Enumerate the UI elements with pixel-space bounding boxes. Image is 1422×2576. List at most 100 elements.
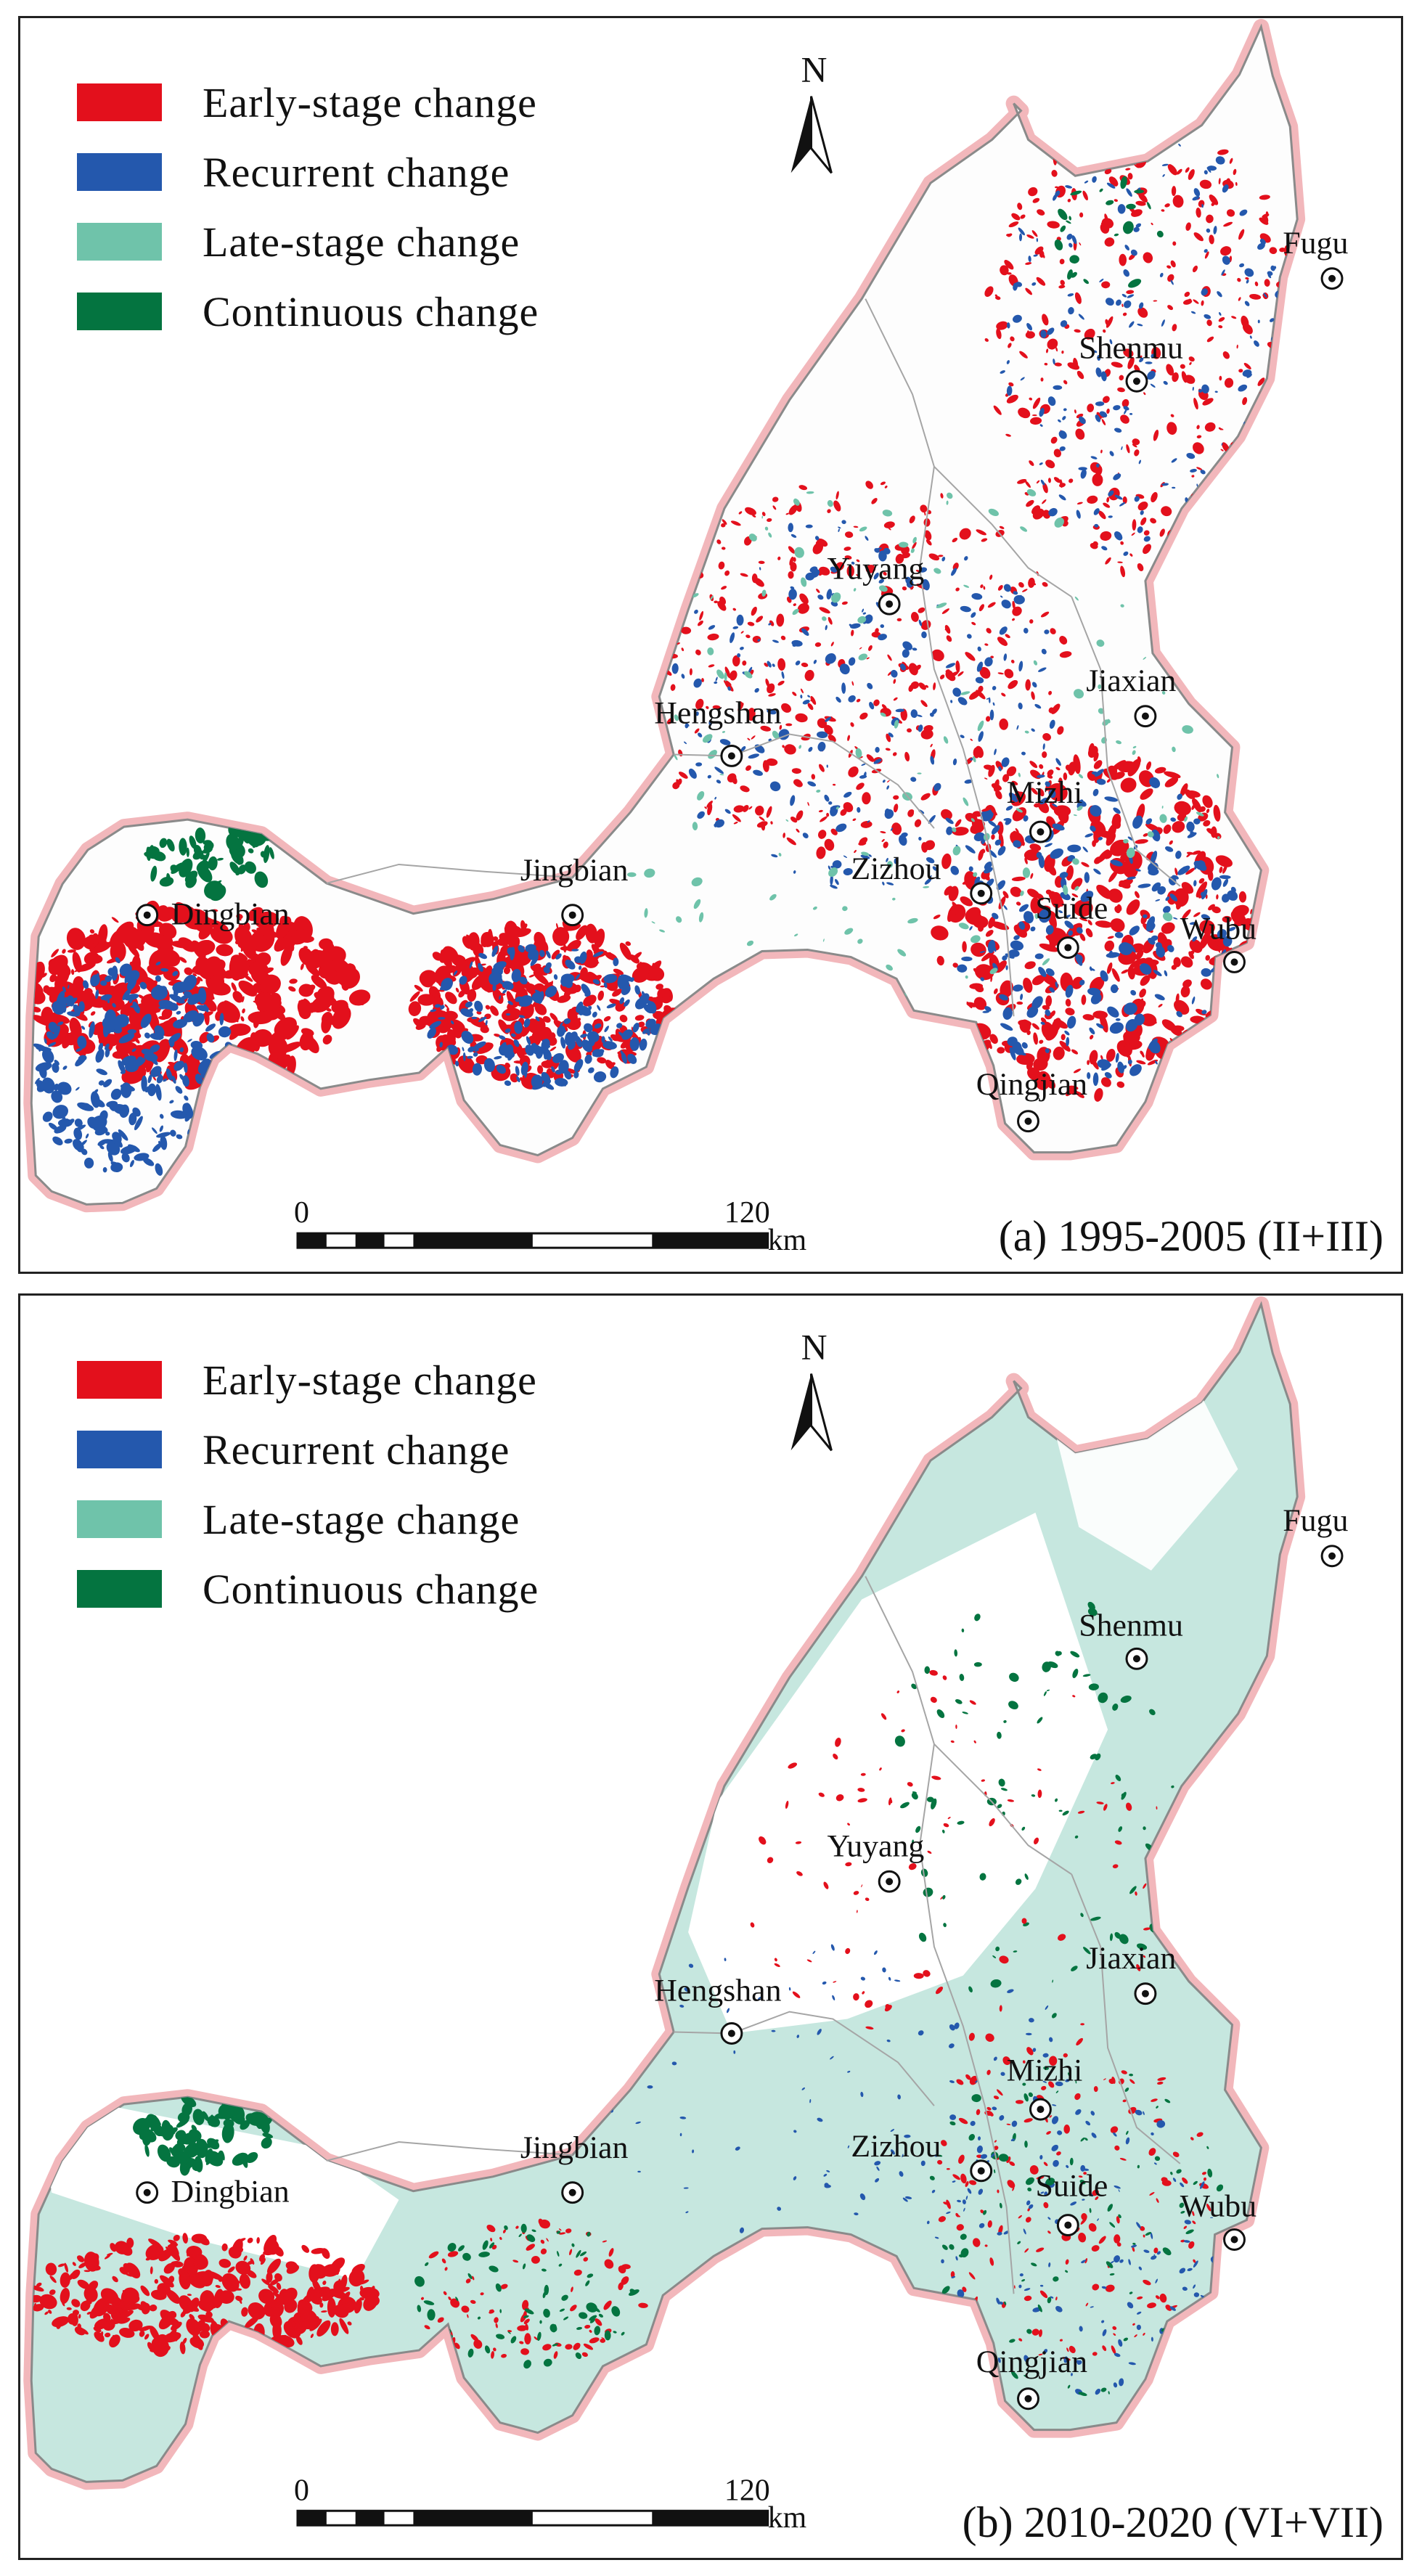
change-patch <box>127 1045 139 1064</box>
legend-swatch <box>77 1431 162 1468</box>
change-patch <box>287 1055 296 1076</box>
change-patch <box>941 2259 944 2264</box>
change-patch <box>195 939 216 956</box>
change-patch <box>179 1047 184 1052</box>
change-patch <box>437 954 441 960</box>
change-patch <box>624 653 629 663</box>
change-patch <box>173 984 179 998</box>
change-patch <box>226 2336 237 2349</box>
legend: Early-stage change Recurrent change Late… <box>77 68 539 346</box>
change-patch <box>198 923 213 940</box>
change-patch <box>175 1086 183 1094</box>
change-patch <box>634 1015 645 1021</box>
change-patch <box>156 1074 163 1084</box>
change-patch <box>628 1996 634 2000</box>
svg-text:Shenmu: Shenmu <box>1079 330 1183 365</box>
change-patch <box>205 917 218 927</box>
change-patch <box>112 1132 122 1142</box>
change-patch <box>57 997 74 1005</box>
change-patch <box>971 2360 975 2364</box>
change-patch <box>632 703 640 716</box>
change-patch <box>790 562 797 572</box>
change-patch <box>1267 444 1272 446</box>
change-patch <box>587 616 592 619</box>
change-patch <box>89 1021 95 1039</box>
change-patch <box>444 1004 449 1009</box>
change-patch <box>1238 475 1245 483</box>
change-patch <box>639 690 646 698</box>
change-patch <box>1117 204 1126 214</box>
change-patch <box>125 970 140 984</box>
change-patch <box>675 563 682 568</box>
change-patch <box>626 653 632 658</box>
change-patch <box>298 947 314 966</box>
change-patch <box>1296 345 1307 353</box>
change-patch <box>151 1127 158 1134</box>
change-patch <box>105 1132 110 1136</box>
change-patch <box>600 985 605 988</box>
change-patch <box>1185 642 1189 653</box>
change-patch <box>457 957 471 976</box>
svg-text:Suide: Suide <box>1035 2169 1108 2204</box>
scale-end-label: 120 <box>724 2474 770 2507</box>
svg-text:Zizhou: Zizhou <box>851 2129 941 2164</box>
svg-text:Jiaxian: Jiaxian <box>1086 663 1176 698</box>
change-patch <box>206 1033 215 1043</box>
svg-text:Jingbian: Jingbian <box>520 2130 629 2165</box>
change-patch <box>75 1124 86 1132</box>
change-patch <box>428 976 433 985</box>
change-patch <box>419 970 437 986</box>
change-patch <box>594 975 602 981</box>
north-label: N <box>801 50 828 90</box>
change-patch <box>54 1111 61 1116</box>
change-patch <box>250 970 272 986</box>
change-patch <box>276 916 292 939</box>
change-patch <box>663 639 667 642</box>
change-patch <box>528 974 535 978</box>
change-patch <box>1232 518 1237 520</box>
change-patch <box>348 963 353 968</box>
change-patch <box>171 1075 176 1084</box>
change-patch <box>160 1135 168 1150</box>
change-patch <box>646 761 651 764</box>
scale-bar: 0 120 km <box>294 2474 806 2535</box>
change-patch <box>481 935 489 948</box>
change-patch <box>85 1133 89 1139</box>
change-patch <box>1152 140 1156 144</box>
change-patch <box>504 1080 512 1087</box>
change-patch <box>553 974 558 980</box>
change-patch <box>140 1013 152 1029</box>
svg-text:Yuyang: Yuyang <box>827 551 924 586</box>
change-patch <box>32 1015 52 1026</box>
change-patch <box>118 1033 135 1044</box>
change-patch <box>594 2076 598 2084</box>
change-patch <box>161 1007 173 1020</box>
change-patch <box>54 1125 67 1134</box>
change-patch <box>155 1163 163 1176</box>
change-patch <box>581 973 592 984</box>
change-patch <box>144 932 169 948</box>
change-patch <box>71 969 75 976</box>
change-patch <box>144 1086 151 1093</box>
change-patch <box>155 961 161 966</box>
change-patch <box>648 967 665 981</box>
change-patch <box>192 973 197 976</box>
change-patch <box>1123 128 1130 135</box>
change-patch <box>469 961 473 969</box>
change-patch <box>474 1048 479 1052</box>
change-patch <box>556 2027 562 2032</box>
change-patch <box>560 2098 565 2102</box>
change-patch <box>182 909 209 930</box>
change-patch <box>115 957 120 964</box>
legend-label: Early-stage change <box>203 78 537 126</box>
change-patch <box>280 944 293 966</box>
change-patch <box>289 978 298 984</box>
change-patch <box>156 1132 171 1138</box>
change-patch <box>640 632 647 638</box>
change-patch <box>663 1005 673 1015</box>
change-patch <box>238 980 258 997</box>
change-patch <box>427 1027 437 1039</box>
change-patch <box>543 2100 545 2103</box>
change-patch <box>54 1060 60 1066</box>
change-patch <box>186 1059 198 1071</box>
